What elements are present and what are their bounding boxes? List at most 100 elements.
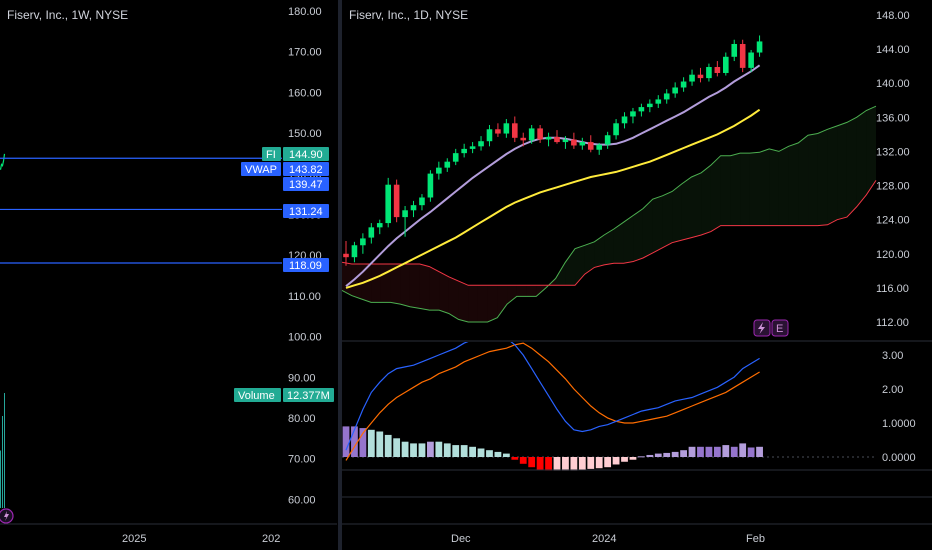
left-x-tick-2025: 2025 (122, 533, 146, 545)
candle-body (393, 184, 400, 218)
histogram-bar (401, 441, 409, 457)
candle-body (402, 210, 408, 218)
left-chart-title: Fiserv, Inc., 1W, NYSE (7, 8, 128, 22)
histogram-bar (393, 438, 401, 457)
cloud-segment (526, 285, 537, 297)
cloud-segment (778, 146, 789, 226)
left-price-tick: 160.00 (288, 87, 322, 99)
histogram-bar (410, 443, 417, 457)
left-price-tick: 60.00 (288, 494, 316, 506)
candle-body (545, 136, 552, 140)
candle-body (731, 43, 738, 57)
left-volume-bar (0, 450, 1, 508)
histogram-bar (562, 457, 569, 471)
candle-body (680, 81, 687, 88)
candle-body (469, 146, 476, 149)
cloud-segment (759, 148, 770, 226)
left-price-tick: 150.00 (288, 128, 322, 140)
left-price-tick: 170.00 (288, 47, 322, 59)
volume-tag-value-box (283, 388, 334, 402)
histogram-bar (722, 445, 730, 457)
histogram-bar (519, 457, 527, 464)
histogram-bar (654, 453, 662, 457)
right-price-axis[interactable]: 148.00 144.00 140.00 136.00 132.00 128.00 124.… (876, 10, 910, 329)
vwap-tag-value: 143.82 (289, 164, 323, 176)
histogram-bar (452, 445, 460, 457)
volume-tag-value: 12.377M (287, 390, 330, 402)
histogram-bar (587, 457, 595, 469)
candle-body (579, 142, 586, 146)
moving-averages (345, 64, 761, 289)
left-price-tick: 70.00 (288, 454, 316, 466)
cloud-segment (429, 266, 440, 311)
histogram-bar (646, 454, 654, 457)
candle-body (739, 43, 746, 68)
cloud-segment (361, 264, 372, 303)
left-lightning-badge[interactable] (0, 508, 14, 524)
pane-divider[interactable] (338, 0, 342, 550)
left-close-line (0, 153, 6, 170)
candle-body (756, 41, 763, 53)
right-chart-pane[interactable]: Fiserv, Inc., 1D, NYSE 148.00 144.00 140.0… (341, 8, 932, 545)
histogram-bar (359, 428, 367, 457)
histogram-bar (730, 446, 738, 457)
symbol-tag-label: FI (266, 149, 276, 161)
candle-body (706, 67, 712, 79)
right-badges[interactable]: E (753, 319, 789, 337)
histogram-bar (443, 443, 451, 457)
cloud-segment (788, 142, 799, 226)
histogram-bar (477, 448, 485, 457)
vwap-band1-tag-value: 139.47 (289, 179, 323, 191)
cloud-segment (623, 215, 634, 264)
oscillator-axis[interactable]: 3.00 2.00 1.0000 0.0000 (882, 350, 916, 464)
cloud-segment (710, 155, 721, 232)
cloud-segment (371, 264, 381, 303)
cloud-segment (409, 264, 420, 309)
left-volume-bars (0, 393, 5, 508)
lightning-glyph (4, 511, 9, 521)
left-chart-pane[interactable]: Fiserv, Inc., 1W, NYSE 180.00 170.00 160.0… (0, 6, 337, 545)
symbol-price-tag: FI 144.90 (262, 147, 329, 161)
histogram-bar (384, 434, 392, 457)
candle-body (436, 167, 442, 174)
histogram-bar (460, 445, 468, 457)
candle-body (537, 128, 543, 140)
histogram-bar (604, 457, 612, 468)
cloud-segment (555, 262, 566, 286)
histogram-bar (612, 457, 620, 465)
cloud-segment (681, 177, 692, 241)
candle-body (520, 137, 527, 141)
candle-body (655, 99, 662, 104)
cloud-segment (730, 153, 741, 226)
vwap-lines (0, 157, 282, 264)
candle-body (410, 205, 417, 211)
histogram-bar (367, 429, 375, 457)
cloud-segment (662, 191, 673, 248)
cloud-segment (575, 245, 585, 286)
candle-body (427, 173, 434, 198)
histogram-bar (545, 457, 552, 471)
left-volume-bar (4, 393, 5, 508)
cloud-segment (642, 199, 653, 259)
histogram-bar (739, 443, 747, 457)
fast-moving-average (345, 64, 761, 287)
right-price-tick: 120.00 (876, 249, 910, 261)
signal-line (345, 342, 760, 461)
vwap-band1-tag-box (283, 177, 329, 191)
candle-body (495, 129, 501, 134)
left-price-axis[interactable]: 180.00170.00160.00150.00140.00130.00120.… (288, 6, 322, 506)
earnings-badge[interactable] (771, 319, 789, 337)
candle-body (503, 123, 510, 134)
histogram-bar (427, 441, 434, 457)
cloud-segment (866, 106, 876, 195)
volume-tag-label: Volume (238, 390, 275, 402)
cloud-segment (584, 241, 595, 275)
right-price-tick: 144.00 (876, 44, 910, 56)
cloud-segment (740, 153, 750, 226)
right-price-tick: 136.00 (876, 112, 910, 124)
histogram-bar (688, 446, 696, 457)
lightning-glyph (758, 322, 765, 334)
oscillator-tick: 3.00 (882, 350, 903, 362)
vwap-band2-tag-box (283, 204, 329, 218)
histogram-bar (663, 452, 671, 457)
